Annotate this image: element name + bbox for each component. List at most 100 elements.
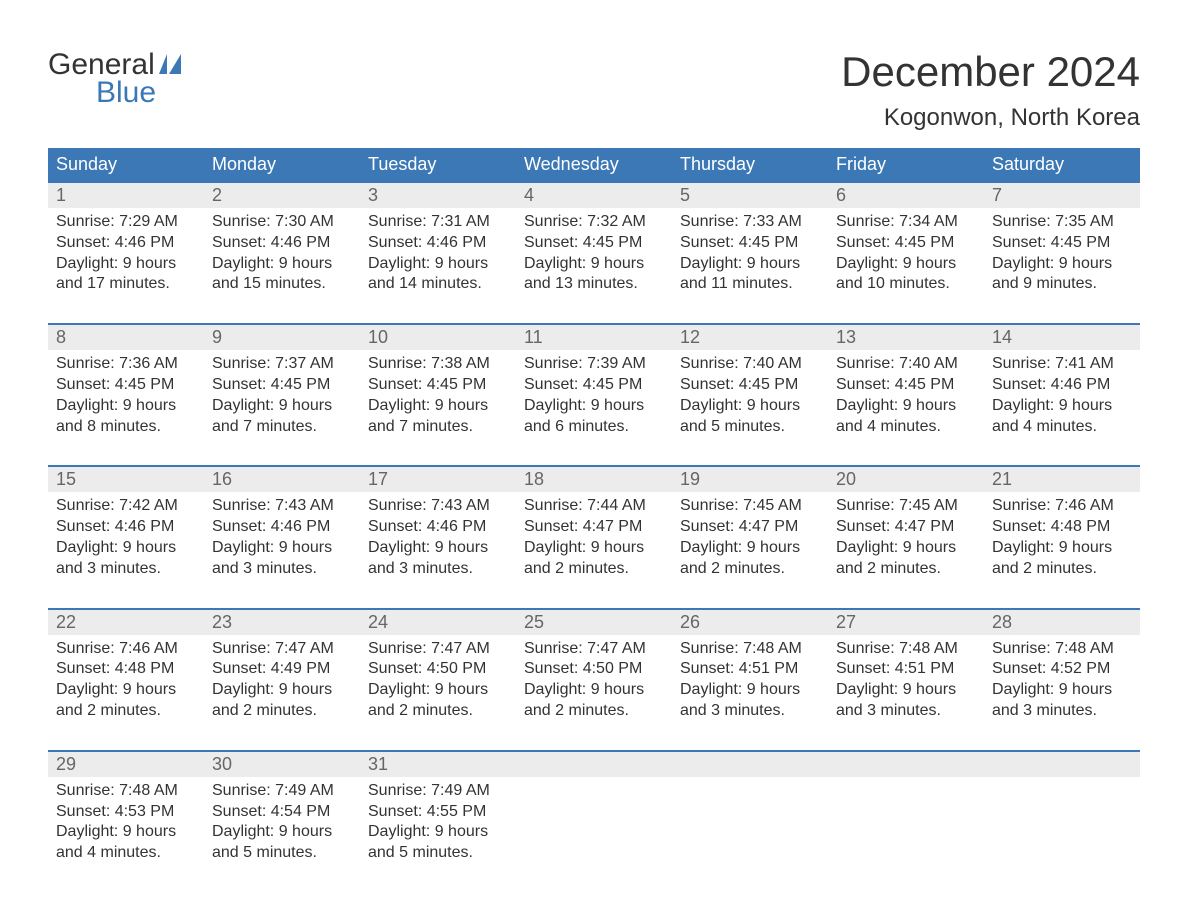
content-row: Sunrise: 7:42 AMSunset: 4:46 PMDaylight:… bbox=[48, 492, 1140, 607]
day-sunset: Sunset: 4:45 PM bbox=[524, 375, 664, 396]
daynum-row: 1234567 bbox=[48, 183, 1140, 208]
day-d2: and 7 minutes. bbox=[212, 417, 352, 438]
day-d2: and 2 minutes. bbox=[524, 559, 664, 580]
day-of-week-row: Sunday Monday Tuesday Wednesday Thursday… bbox=[48, 148, 1140, 181]
day-sunset: Sunset: 4:46 PM bbox=[56, 517, 196, 538]
day-sunrise: Sunrise: 7:38 AM bbox=[368, 354, 508, 375]
day-d2: and 3 minutes. bbox=[212, 559, 352, 580]
day-d2: and 2 minutes. bbox=[524, 701, 664, 722]
day-sunset: Sunset: 4:52 PM bbox=[992, 659, 1132, 680]
day-d1: Daylight: 9 hours bbox=[836, 538, 976, 559]
day-d2: and 2 minutes. bbox=[992, 559, 1132, 580]
day-sunset: Sunset: 4:50 PM bbox=[368, 659, 508, 680]
day-sunrise: Sunrise: 7:40 AM bbox=[836, 354, 976, 375]
day-cell: Sunrise: 7:34 AMSunset: 4:45 PMDaylight:… bbox=[828, 208, 984, 323]
logo-text-blue: Blue bbox=[96, 76, 156, 110]
day-sunrise: Sunrise: 7:47 AM bbox=[368, 639, 508, 660]
day-sunrise: Sunrise: 7:49 AM bbox=[368, 781, 508, 802]
day-d1: Daylight: 9 hours bbox=[992, 396, 1132, 417]
day-d2: and 3 minutes. bbox=[368, 559, 508, 580]
day-number: 13 bbox=[828, 325, 984, 350]
day-number: 30 bbox=[204, 752, 360, 777]
content-row: Sunrise: 7:46 AMSunset: 4:48 PM Daylight:… bbox=[48, 635, 1140, 750]
day-number: 29 bbox=[48, 752, 204, 777]
dow-friday: Friday bbox=[828, 148, 984, 181]
day-sunset: Sunset: 4:46 PM bbox=[212, 233, 352, 254]
day-number: 6 bbox=[828, 183, 984, 208]
day-number: 26 bbox=[672, 610, 828, 635]
day-d1: Daylight: 9 hours bbox=[56, 538, 196, 559]
day-sunset: Sunset: 4:50 PM bbox=[524, 659, 664, 680]
day-cell: Sunrise: 7:48 AMSunset: 4:52 PMDaylight:… bbox=[984, 635, 1140, 750]
day-number: 10 bbox=[360, 325, 516, 350]
day-sunset: Sunset: 4:45 PM bbox=[56, 375, 196, 396]
day-sunrise: Sunrise: 7:49 AM bbox=[212, 781, 352, 802]
day-d1: Daylight: 9 hours bbox=[524, 254, 664, 275]
day-sunrise: Sunrise: 7:33 AM bbox=[680, 212, 820, 233]
day-sunrise: Sunrise: 7:39 AM bbox=[524, 354, 664, 375]
dow-thursday: Thursday bbox=[672, 148, 828, 181]
day-cell: Sunrise: 7:36 AMSunset: 4:45 PMDaylight:… bbox=[48, 350, 204, 465]
content-row: Sunrise: 7:36 AMSunset: 4:45 PMDaylight:… bbox=[48, 350, 1140, 465]
day-cell: Sunrise: 7:31 AMSunset: 4:46 PMDaylight:… bbox=[360, 208, 516, 323]
logo-flag-icon bbox=[159, 54, 187, 74]
day-sunrise: Sunrise: 7:36 AM bbox=[56, 354, 196, 375]
day-sunset: Sunset: 4:45 PM bbox=[524, 233, 664, 254]
day-d1: Daylight: 9 hours bbox=[56, 254, 196, 275]
week-row: 1234567Sunrise: 7:29 AMSunset: 4:46 PMDa… bbox=[48, 181, 1140, 323]
day-d1: Daylight: 9 hours bbox=[524, 396, 664, 417]
day-number: 2 bbox=[204, 183, 360, 208]
day-cell: Sunrise: 7:35 AMSunset: 4:45 PMDaylight:… bbox=[984, 208, 1140, 323]
dow-saturday: Saturday bbox=[984, 148, 1140, 181]
day-d2: and 2 minutes. bbox=[212, 701, 352, 722]
day-sunset: Sunset: 4:46 PM bbox=[212, 517, 352, 538]
day-sunset: Sunset: 4:46 PM bbox=[56, 233, 196, 254]
day-d1: Daylight: 9 hours bbox=[680, 538, 820, 559]
day-cell: Sunrise: 7:47 AMSunset: 4:49 PMDaylight:… bbox=[204, 635, 360, 750]
day-sunrise: Sunrise: 7:46 AM bbox=[56, 639, 196, 660]
day-sunset: Sunset: 4:45 PM bbox=[368, 375, 508, 396]
day-cell: Sunrise: 7:42 AMSunset: 4:46 PMDaylight:… bbox=[48, 492, 204, 607]
day-sunset: Sunset: 4:45 PM bbox=[680, 375, 820, 396]
day-sunrise: Sunrise: 7:45 AM bbox=[680, 496, 820, 517]
dow-wednesday: Wednesday bbox=[516, 148, 672, 181]
day-sunset: Sunset: 4:48 PM bbox=[56, 659, 196, 680]
day-cell: Sunrise: 7:43 AMSunset: 4:46 PMDaylight:… bbox=[204, 492, 360, 607]
dow-monday: Monday bbox=[204, 148, 360, 181]
day-sunset: Sunset: 4:55 PM bbox=[368, 802, 508, 823]
day-d2: and 2 minutes. bbox=[680, 559, 820, 580]
content-row: Sunrise: 7:29 AMSunset: 4:46 PMDaylight:… bbox=[48, 208, 1140, 323]
day-d2: and 5 minutes. bbox=[368, 843, 508, 864]
day-d2: and 10 minutes. bbox=[836, 274, 976, 295]
day-sunrise: Sunrise: 7:37 AM bbox=[212, 354, 352, 375]
day-number: 17 bbox=[360, 467, 516, 492]
day-number bbox=[672, 752, 828, 777]
day-sunset: Sunset: 4:45 PM bbox=[680, 233, 820, 254]
day-sunrise: Sunrise: 7:35 AM bbox=[992, 212, 1132, 233]
day-number bbox=[516, 752, 672, 777]
day-number: 7 bbox=[984, 183, 1140, 208]
day-number: 23 bbox=[204, 610, 360, 635]
day-number: 5 bbox=[672, 183, 828, 208]
day-cell: Sunrise: 7:46 AMSunset: 4:48 PMDaylight:… bbox=[48, 635, 204, 750]
day-number: 24 bbox=[360, 610, 516, 635]
day-sunset: Sunset: 4:47 PM bbox=[836, 517, 976, 538]
day-d2: and 5 minutes. bbox=[212, 843, 352, 864]
day-d1: Daylight: 9 hours bbox=[680, 680, 820, 701]
day-cell: Sunrise: 7:49 AMSunset: 4:55 PMDaylight:… bbox=[360, 777, 516, 892]
day-d1: Daylight: 9 hours bbox=[212, 396, 352, 417]
week-row: 22232425262728Sunrise: 7:46 AMSunset: 4:… bbox=[48, 608, 1140, 750]
day-cell: Sunrise: 7:41 AMSunset: 4:46 PMDaylight:… bbox=[984, 350, 1140, 465]
day-sunset: Sunset: 4:45 PM bbox=[212, 375, 352, 396]
dow-tuesday: Tuesday bbox=[360, 148, 516, 181]
day-sunset: Sunset: 4:51 PM bbox=[680, 659, 820, 680]
day-sunrise: Sunrise: 7:42 AM bbox=[56, 496, 196, 517]
day-sunrise: Sunrise: 7:48 AM bbox=[992, 639, 1132, 660]
day-d2: and 15 minutes. bbox=[212, 274, 352, 295]
day-sunrise: Sunrise: 7:43 AM bbox=[212, 496, 352, 517]
day-cell: Sunrise: 7:47 AMSunset: 4:50 PMDaylight:… bbox=[360, 635, 516, 750]
day-d2: and 3 minutes. bbox=[992, 701, 1132, 722]
day-sunrise: Sunrise: 7:30 AM bbox=[212, 212, 352, 233]
day-number: 3 bbox=[360, 183, 516, 208]
daynum-row: 293031 bbox=[48, 752, 1140, 777]
